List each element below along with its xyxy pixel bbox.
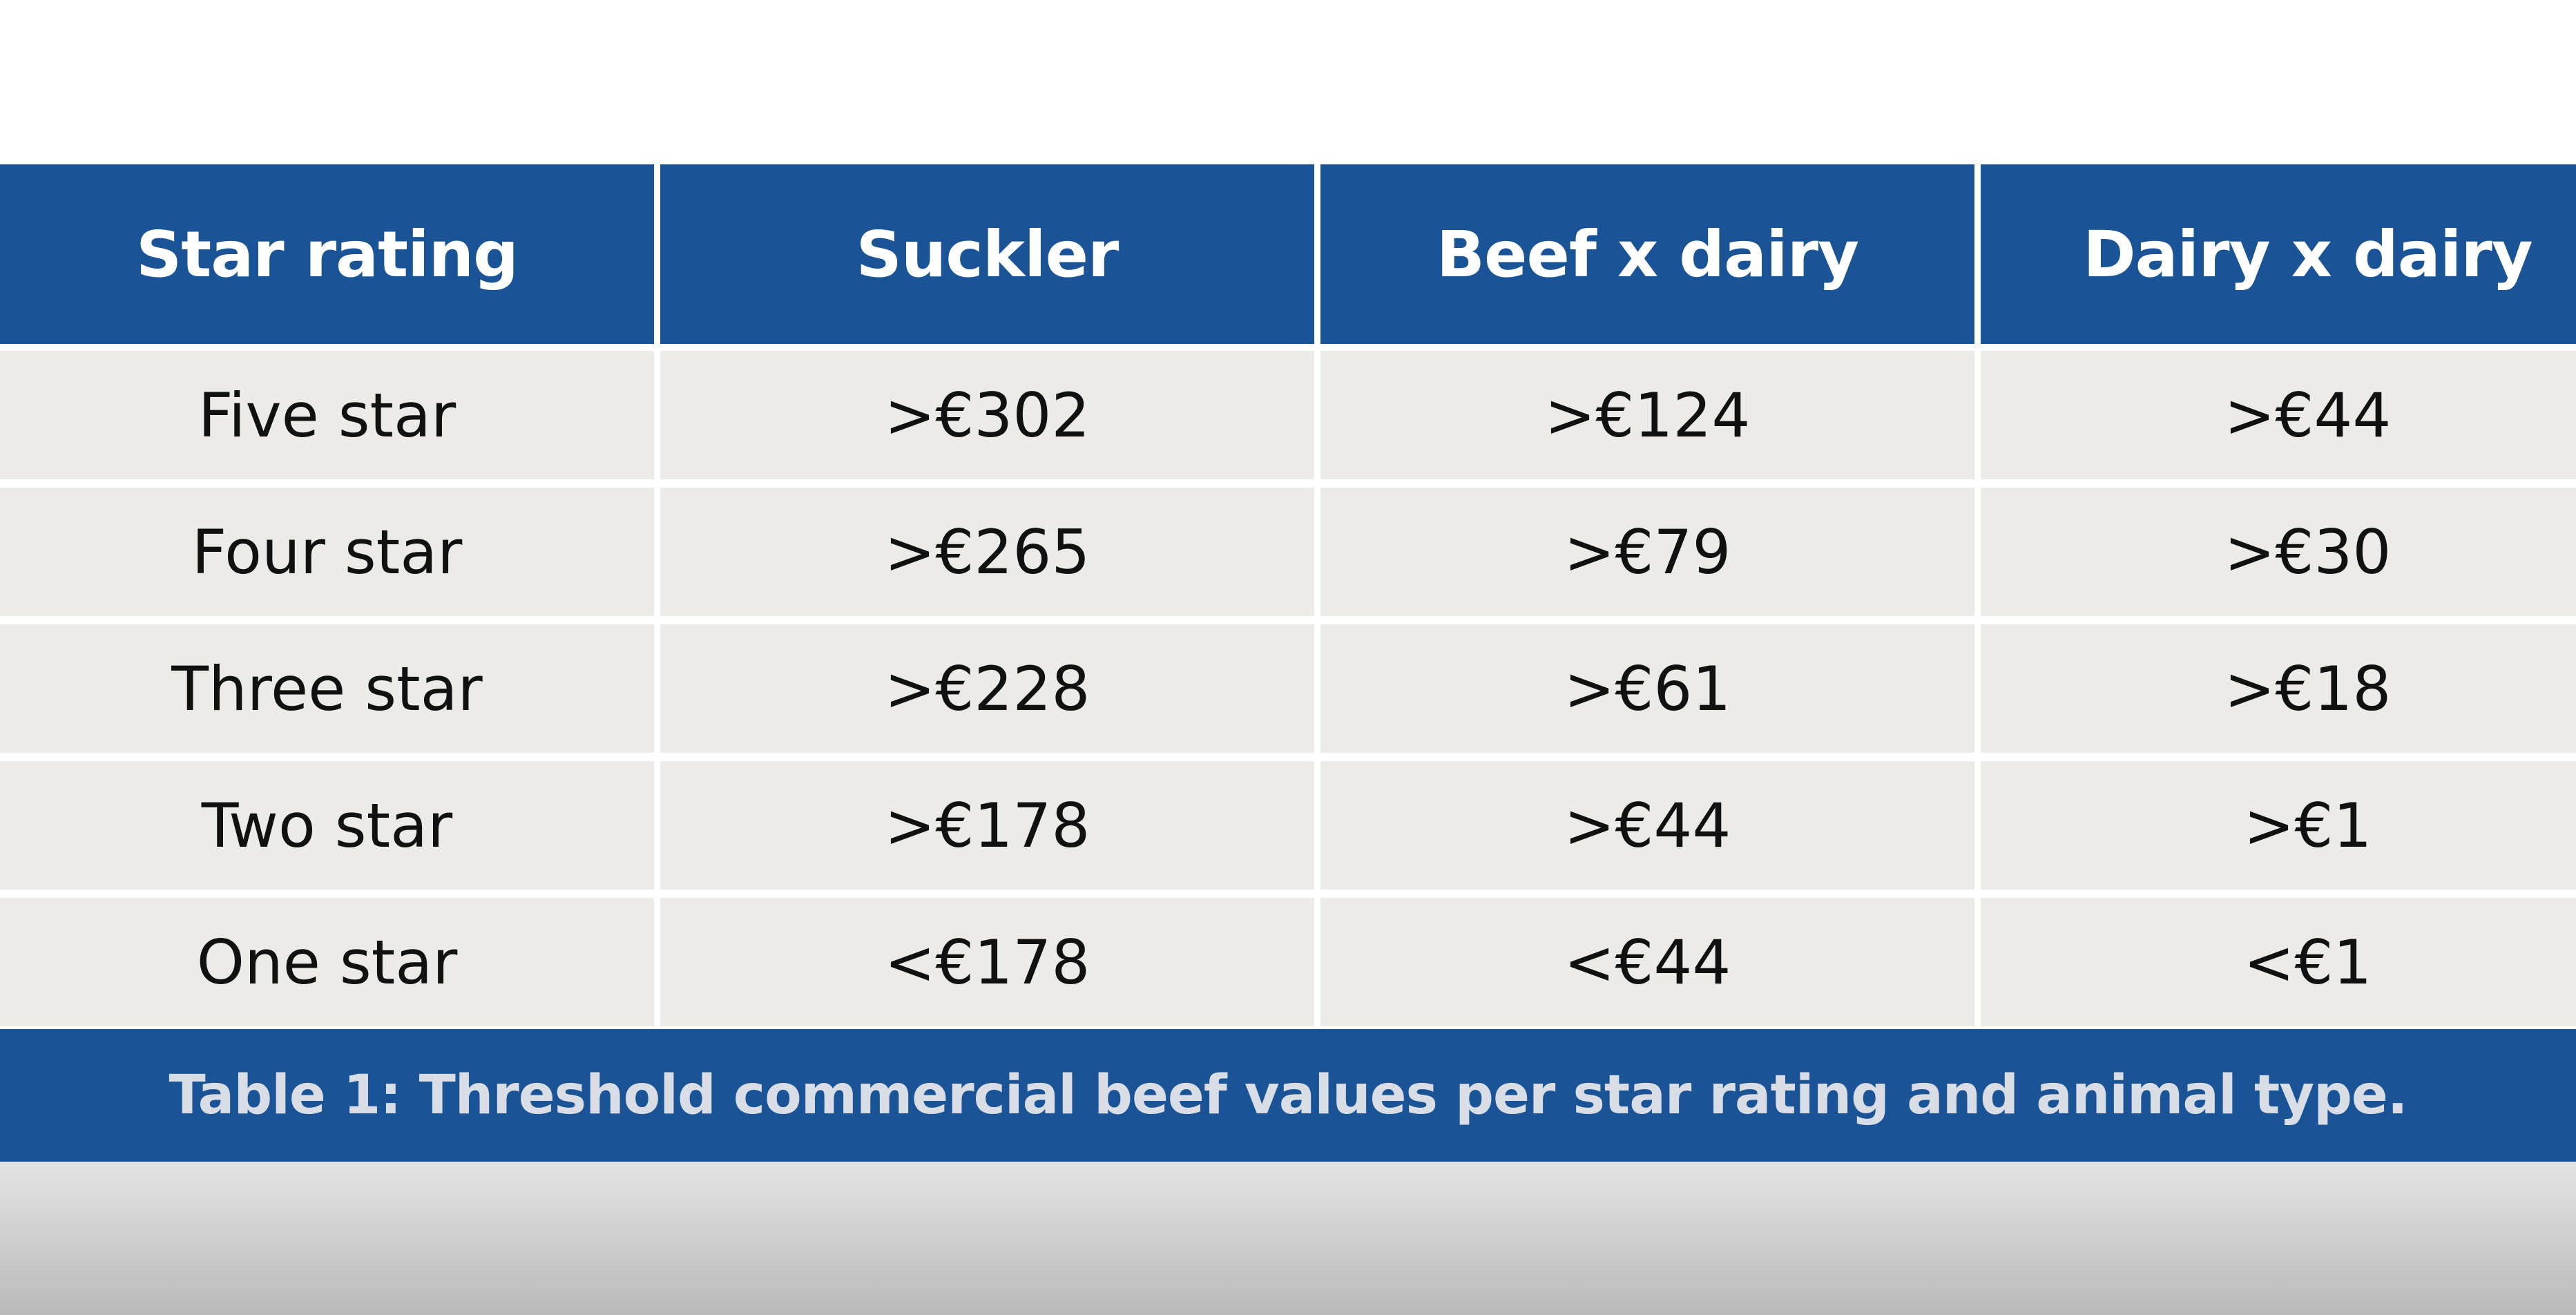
cell-star-rating: Four star bbox=[0, 488, 654, 616]
table-header-row: Star rating Suckler Beef x dairy Dairy x… bbox=[0, 164, 2576, 344]
table-container: Star rating Suckler Beef x dairy Dairy x… bbox=[0, 164, 2576, 1029]
cell-dairy-x-dairy: >€18 bbox=[1981, 624, 2576, 753]
bottom-background bbox=[0, 1162, 2576, 1315]
beef-values-table: Star rating Suckler Beef x dairy Dairy x… bbox=[0, 164, 2576, 1026]
cell-star-rating: Two star bbox=[0, 761, 654, 890]
cell-beef-x-dairy: >€61 bbox=[1320, 624, 1974, 753]
cell-beef-x-dairy: >€44 bbox=[1320, 761, 1974, 890]
cell-suckler: >€265 bbox=[660, 488, 1314, 616]
header-beef-x-dairy: Beef x dairy bbox=[1320, 164, 1974, 344]
cell-dairy-x-dairy: <€1 bbox=[1981, 898, 2576, 1026]
table-row: Five star >€302 >€124 >€44 bbox=[0, 351, 2576, 479]
table-row: Two star >€178 >€44 >€1 bbox=[0, 761, 2576, 890]
cell-dairy-x-dairy: >€30 bbox=[1981, 488, 2576, 616]
header-star-rating: Star rating bbox=[0, 164, 654, 344]
cell-suckler: >€302 bbox=[660, 351, 1314, 479]
header-dairy-x-dairy: Dairy x dairy bbox=[1981, 164, 2576, 344]
cell-beef-x-dairy: >€79 bbox=[1320, 488, 1974, 616]
cell-star-rating: Three star bbox=[0, 624, 654, 753]
top-margin bbox=[0, 0, 2576, 164]
cell-beef-x-dairy: <€44 bbox=[1320, 898, 1974, 1026]
cell-suckler: >€228 bbox=[660, 624, 1314, 753]
cell-suckler: >€178 bbox=[660, 761, 1314, 890]
cell-beef-x-dairy: >€124 bbox=[1320, 351, 1974, 479]
header-suckler: Suckler bbox=[660, 164, 1314, 344]
cell-suckler: <€178 bbox=[660, 898, 1314, 1026]
table-row: Four star >€265 >€79 >€30 bbox=[0, 488, 2576, 616]
table-caption: Table 1: Threshold commercial beef value… bbox=[169, 1064, 2408, 1126]
cell-star-rating: Five star bbox=[0, 351, 654, 479]
cell-star-rating: One star bbox=[0, 898, 654, 1026]
table-caption-bar: Table 1: Threshold commercial beef value… bbox=[0, 1029, 2576, 1162]
table-row: One star <€178 <€44 <€1 bbox=[0, 898, 2576, 1026]
cell-dairy-x-dairy: >€1 bbox=[1981, 761, 2576, 890]
table-row: Three star >€228 >€61 >€18 bbox=[0, 624, 2576, 753]
cell-dairy-x-dairy: >€44 bbox=[1981, 351, 2576, 479]
